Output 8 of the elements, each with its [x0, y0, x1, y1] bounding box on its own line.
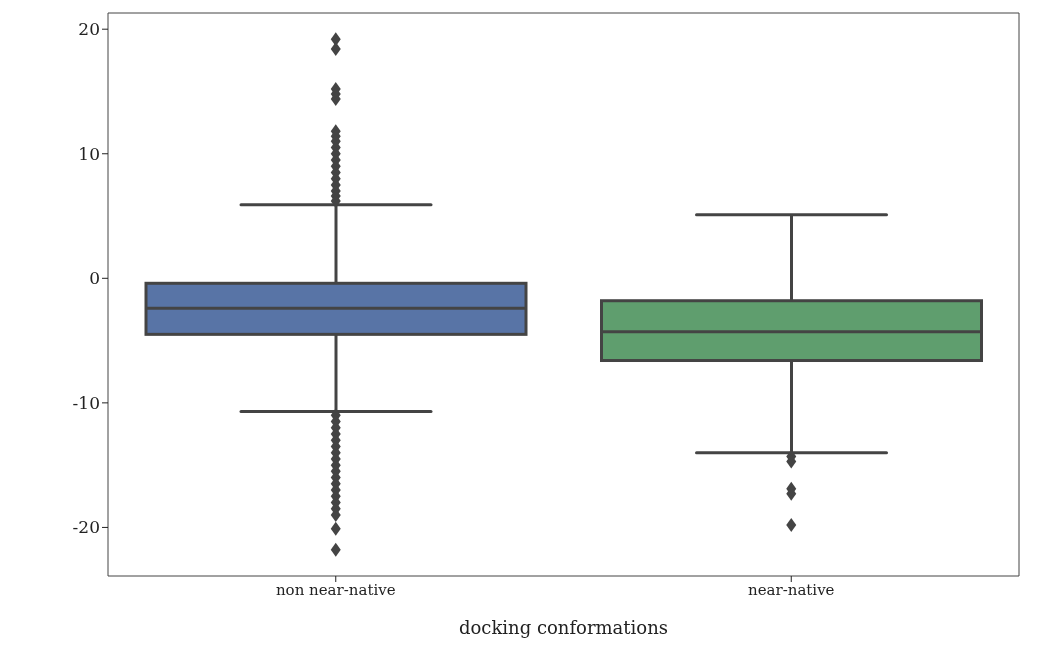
x-axis-title: docking conformations	[458, 617, 669, 638]
y-tick-label: 0	[89, 268, 100, 289]
y-tick-label: 10	[78, 143, 100, 164]
y-tick-label: -10	[72, 392, 100, 413]
y-tick-label: -20	[72, 517, 100, 538]
x-tick-label: non near-native	[275, 580, 396, 599]
y-tick-label: 20	[78, 19, 100, 40]
x-tick-label: near-native	[748, 580, 835, 599]
